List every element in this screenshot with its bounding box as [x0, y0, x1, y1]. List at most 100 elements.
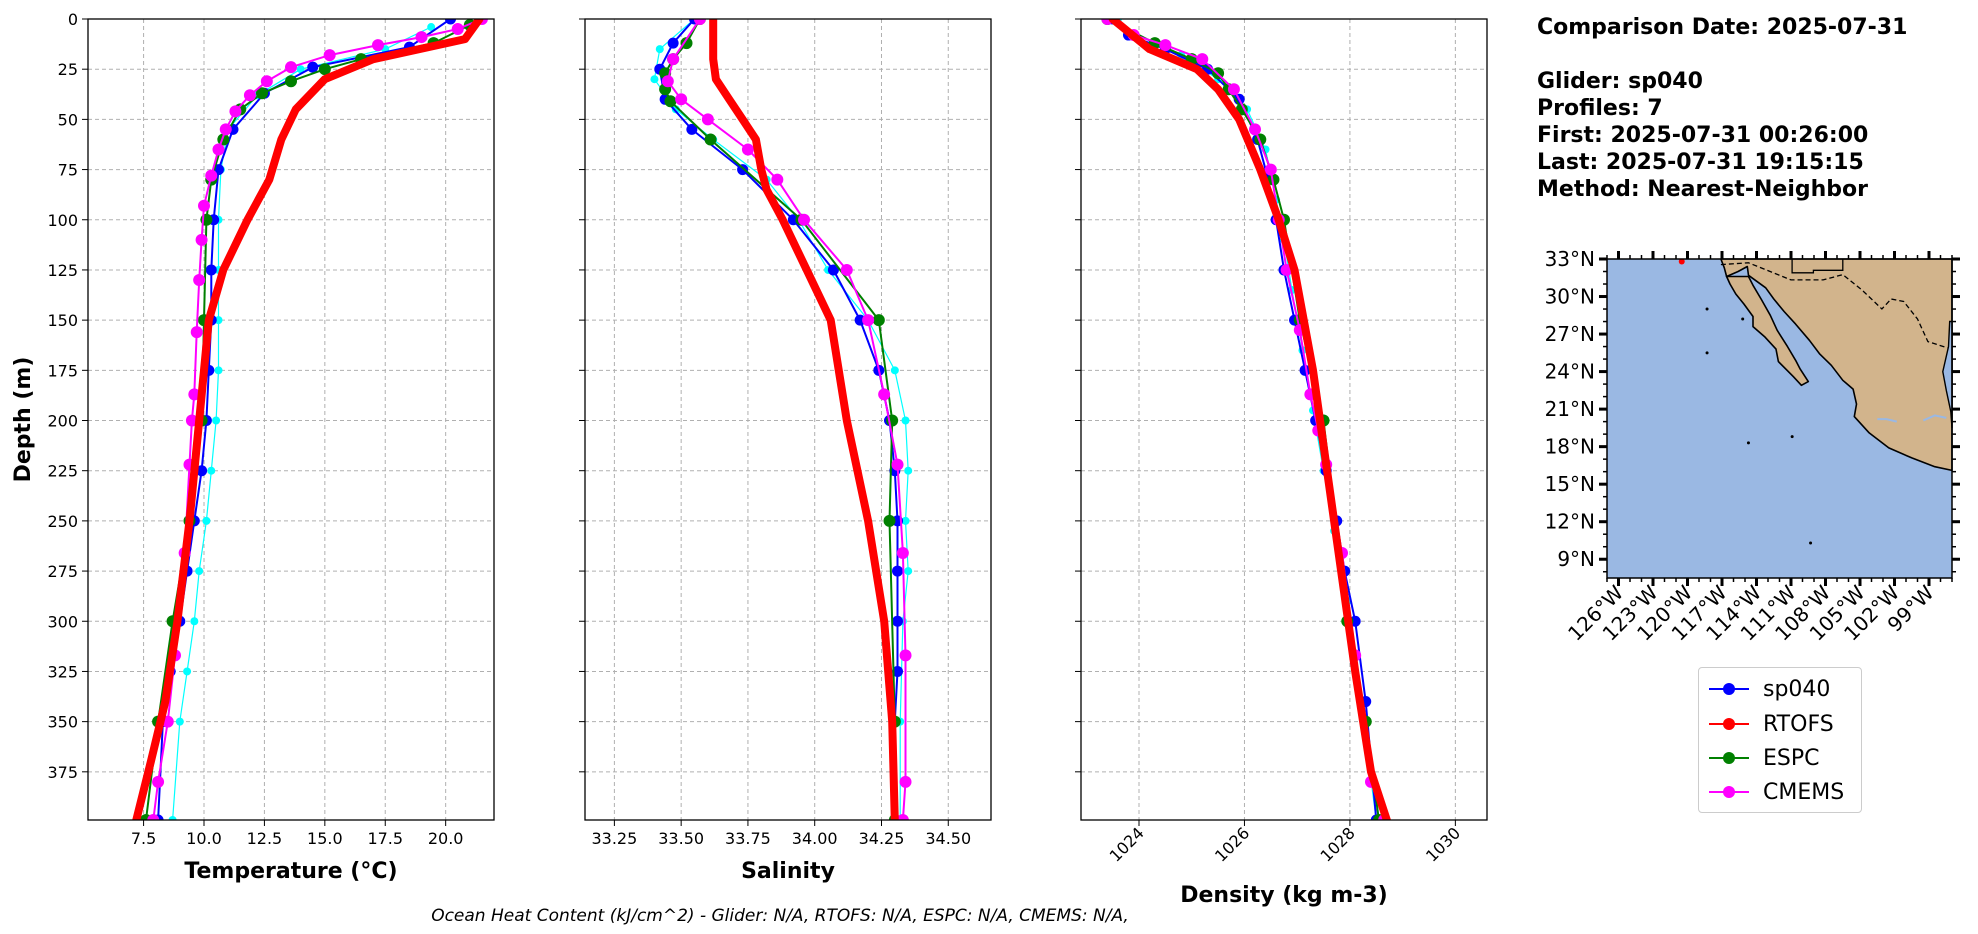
point-cmems [675, 93, 688, 106]
x-tick-label: 20.0 [428, 829, 464, 848]
x-tick-label: 34.50 [925, 829, 971, 848]
point-sp040-profiles [904, 567, 913, 576]
point-cmems [1196, 53, 1209, 66]
point-cmems [260, 75, 273, 88]
legend-label: sp040 [1763, 676, 1831, 702]
point-cmems [878, 388, 891, 401]
point-cmems [667, 53, 680, 66]
legend-item-espc: ESPC [1709, 745, 1820, 771]
point-cmems [891, 458, 904, 471]
legend-label: CMEMS [1763, 779, 1845, 805]
x-tick-label: 1028 [1317, 823, 1359, 865]
point-sp040-profiles [175, 717, 184, 726]
land-mainland [1720, 258, 1953, 472]
lat-tick-label: 15°N [1545, 472, 1595, 496]
point-cmems [896, 814, 909, 820]
point-cmems [193, 273, 206, 286]
point-espc [883, 514, 896, 527]
series-line-sp040-profiles [653, 19, 909, 820]
point-cmems [195, 233, 208, 246]
series-line-rtofs [709, 19, 899, 820]
point-sp040-profiles [296, 65, 305, 74]
y-tick-label: 350 [47, 713, 78, 732]
point-sp040-profiles [427, 23, 436, 32]
point-cmems [152, 775, 165, 788]
point-cmems [1227, 83, 1240, 96]
legend-item-cmems: CMEMS [1709, 779, 1844, 805]
island [1705, 307, 1709, 311]
series-line-espc [664, 19, 896, 820]
lat-tick-label: 12°N [1545, 510, 1595, 534]
point-cmems [285, 61, 297, 74]
profile-panel-0: 7.5 10.0 12.5 15.0 17.5 20.0 0 25 50 75 100 125 150 1… [11, 10, 495, 884]
point-sp040 [307, 61, 319, 73]
point-sp040-profiles [183, 667, 192, 676]
point-cmems [415, 31, 428, 44]
point-cmems [147, 814, 160, 820]
point-sp040-profiles [168, 816, 177, 820]
point-espc [256, 87, 268, 100]
legend-item-rtofs: RTOFS [1709, 711, 1834, 737]
ohc-footnote: Ocean Heat Content (kJ/cm^2) - Glider: N… [431, 906, 1129, 926]
x-tick-label: 15.0 [307, 829, 343, 848]
point-cmems [1159, 39, 1172, 52]
y-tick-label: 100 [47, 211, 78, 230]
y-axis-label: Depth (m) [11, 357, 36, 483]
land-baja-peninsula [1725, 275, 1810, 387]
point-cmems [190, 326, 203, 339]
lat-tick-label: 27°N [1545, 322, 1595, 346]
point-cmems [693, 19, 706, 25]
profile-panel-1: 33.25 33.50 33.75 34.00 34.25 34.50 Salinity [579, 18, 992, 884]
x-tick-label: 34.00 [792, 829, 838, 848]
series-layer [1101, 19, 1391, 820]
x-tick-label: 33.25 [591, 829, 637, 848]
legend-label: ESPC [1763, 745, 1820, 771]
point-sp040 [892, 565, 904, 577]
series-line-sp040-profiles [172, 26, 432, 820]
series-line-cmems [666, 19, 907, 820]
point-cmems [323, 49, 336, 62]
x-tick-label: 34.25 [859, 829, 905, 848]
lat-tick-label: 24°N [1545, 360, 1595, 384]
glider-name: Glider: sp040 [1537, 69, 1703, 94]
point-sp040-profiles [655, 45, 664, 54]
legend: sp040 RTOFS ESPC CMEMS [1698, 667, 1862, 813]
point-sp040-profiles [207, 466, 216, 475]
x-tick-label: 1024 [1106, 823, 1148, 865]
series-line-sp040 [658, 19, 899, 820]
y-tick-label: 200 [47, 412, 78, 431]
x-tick-label: 17.5 [367, 829, 403, 848]
point-cmems [212, 143, 225, 156]
point-sp040-profiles [890, 366, 899, 375]
point-sp040 [205, 264, 217, 276]
river [1922, 414, 1947, 422]
series-line-espc [1106, 19, 1380, 820]
island [1705, 351, 1709, 355]
point-sp040 [827, 264, 839, 276]
point-sp040-profiles [202, 516, 211, 525]
point-sp040-profiles [650, 75, 659, 84]
point-sp040-profiles [904, 466, 913, 475]
x-tick-label: 12.5 [247, 829, 283, 848]
point-cmems [243, 89, 256, 102]
legend-swatch-espc [1709, 752, 1749, 764]
point-sp040 [686, 123, 698, 135]
point-sp040-profiles [214, 316, 223, 325]
x-tick-label: 1026 [1211, 823, 1253, 865]
axes-frame [1080, 18, 1488, 821]
point-cmems [1264, 163, 1277, 176]
y-tick-label: 300 [47, 612, 78, 631]
island [1790, 435, 1794, 439]
first-time: First: 2025-07-31 00:26:00 [1537, 123, 1869, 148]
y-tick-label: 150 [47, 311, 78, 330]
state-border [1791, 259, 1844, 274]
x-tick-label: 10.0 [186, 829, 222, 848]
point-sp040 [737, 164, 749, 176]
series-layer [132, 19, 488, 820]
lat-tick-label: 18°N [1545, 435, 1595, 459]
point-espc [680, 37, 693, 50]
point-cmems [1249, 123, 1261, 136]
location-map: 33°N30°N27°N24°N21°N18°N15°N12°N9°N126°W… [1545, 247, 1960, 646]
method: Method: Nearest-Neighbor [1537, 177, 1868, 202]
point-sp040 [667, 37, 679, 49]
